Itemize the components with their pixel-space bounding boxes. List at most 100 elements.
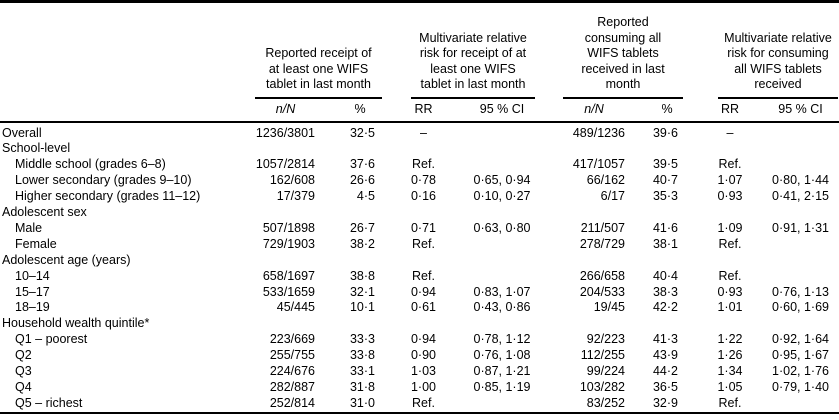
- group-rule: Multivariate relative risk for consuming…: [718, 31, 838, 99]
- data-cell: 33·3: [349, 332, 375, 347]
- data-cell: 0·43, 0·86: [473, 300, 531, 315]
- data-cell: [452, 396, 552, 413]
- data-cell: 417/1057: [572, 157, 625, 172]
- data-cell: 223/669: [269, 332, 315, 347]
- data-cell: 0·85, 1·19: [473, 380, 531, 394]
- row-label: Higher secondary (grades 11–12): [15, 189, 201, 204]
- data-cell: 1·09: [717, 220, 743, 235]
- data-cell: 33·1: [349, 364, 375, 379]
- data-cell: 26·6: [349, 173, 375, 188]
- data-cell: [395, 141, 452, 157]
- data-cell: 1·05: [717, 380, 743, 394]
- data-cell: 43·9: [652, 348, 678, 363]
- data-cell: 658/1697: [262, 268, 315, 283]
- data-cell: [395, 253, 452, 269]
- data-cell: [325, 253, 395, 269]
- data-cell: 26·7: [349, 220, 375, 235]
- table-row: 18–19 45/445 10·1 0·61 0·43, 0·86 19/45 42·2 1·…: [0, 300, 839, 316]
- data-cell: 83/252: [586, 395, 625, 410]
- data-cell: 32·1: [349, 284, 375, 299]
- table-row: Adolescent age (years): [0, 253, 839, 269]
- data-cell: [552, 316, 636, 332]
- data-cell: 33·8: [349, 348, 375, 363]
- data-cell: 0·16: [410, 189, 437, 204]
- data-cell: 729/1903: [262, 236, 315, 251]
- row-label: Middle school (grades 6–8): [15, 157, 166, 172]
- data-cell: [552, 141, 636, 157]
- table-row: School-level: [0, 141, 839, 157]
- data-cell: [762, 269, 839, 285]
- data-cell: 1·34: [717, 364, 743, 379]
- data-cell: 41·3: [652, 332, 678, 347]
- data-cell: 31·0: [349, 395, 375, 410]
- table-row: Q5 – richest 252/814 31·0 Ref. 83/252 32·9 Ref…: [0, 396, 839, 413]
- data-cell: 0·94: [410, 284, 437, 299]
- data-cell: 99/224: [586, 364, 625, 379]
- table-row: Household wealth quintile*: [0, 316, 839, 332]
- data-cell: 1·01: [717, 300, 743, 315]
- data-cell: 0·93: [717, 284, 743, 299]
- data-cell: 38·1: [652, 236, 678, 251]
- data-cell: [452, 157, 552, 173]
- data-cell: 35·3: [652, 189, 678, 204]
- row-section-label: Adolescent sex: [2, 205, 87, 220]
- data-cell: 1057/2814: [255, 157, 315, 172]
- data-cell: 0·94: [410, 332, 437, 347]
- row-section-label: Overall: [2, 125, 42, 140]
- row-section-label: Household wealth quintile*: [2, 316, 150, 331]
- data-cell: 0·78, 1·12: [473, 332, 531, 347]
- column-group-header-row: Reported receipt of at least one WIFS ta…: [0, 1, 839, 123]
- data-cell: 40·7: [652, 173, 678, 188]
- data-cell: [452, 253, 552, 269]
- data-cell: 0·87, 1·21: [473, 364, 531, 379]
- data-cell: 10·1: [349, 300, 375, 315]
- subheader-n-over-N: n/N: [552, 98, 636, 123]
- data-cell: 17/379: [276, 189, 315, 204]
- subheader-percent: %: [636, 98, 698, 123]
- table-row: Male 507/1898 26·7 0·71 0·63, 0·80 211/507 41·…: [0, 221, 839, 237]
- data-cell: [762, 253, 839, 269]
- table-row: Lower secondary (grades 9–10) 162/608 26·6…: [0, 173, 839, 189]
- column-group-rr-receipt: Multivariate relative risk for receipt o…: [395, 2, 552, 99]
- data-cell: 0·41, 2·15: [772, 189, 829, 204]
- subheader-ci: 95 % CI: [762, 98, 839, 123]
- data-cell: 1236/3801: [255, 125, 315, 140]
- data-cell: [452, 237, 552, 253]
- data-cell: 0·83, 1·07: [473, 284, 531, 299]
- column-subheader-row: n/N % RR 95 % CI n/N % RR 95 % CI: [0, 98, 839, 123]
- data-cell: [452, 316, 552, 332]
- data-cell: [698, 141, 762, 157]
- data-cell: 0·90: [410, 348, 437, 363]
- subheader-rr: RR: [395, 98, 452, 123]
- data-cell: 0·61: [410, 300, 437, 315]
- row-section-label: School-level: [2, 141, 71, 156]
- table-body: Overall 1236/3801 32·5 – 489/1236 39·6 – School…: [0, 122, 839, 413]
- data-cell: 37·6: [349, 157, 375, 172]
- data-cell: 40·4: [652, 268, 678, 283]
- table-row: Adolescent sex: [0, 205, 839, 221]
- data-cell: 278/729: [579, 236, 625, 251]
- table-row: Higher secondary (grades 11–12) 17/379 4·5…: [0, 189, 839, 205]
- data-cell: 31·8: [349, 380, 375, 394]
- row-label: Q2: [15, 348, 32, 363]
- data-cell: 36·5: [652, 380, 678, 394]
- data-cell: 0·93: [717, 189, 743, 204]
- row-label: Q1 – poorest: [15, 332, 88, 347]
- data-cell: 38·3: [652, 284, 678, 299]
- stub-cell: [0, 1, 246, 123]
- group-rule: Reported consuming all WIFS tablets rece…: [563, 15, 683, 99]
- data-cell: 252/814: [269, 395, 315, 410]
- data-cell: 0·95, 1·67: [772, 348, 829, 363]
- data-cell: [325, 205, 395, 221]
- data-cell: 41·6: [652, 220, 678, 235]
- data-cell: 162/608: [269, 173, 315, 188]
- data-cell: 1·00: [410, 380, 437, 394]
- data-cell: Ref.: [412, 268, 435, 283]
- data-cell: Ref.: [718, 157, 742, 172]
- data-cell: 44·2: [652, 364, 678, 379]
- data-cell: [698, 316, 762, 332]
- data-cell: 42·2: [652, 300, 678, 315]
- data-cell: [762, 205, 839, 221]
- column-group-receipt: Reported receipt of at least one WIFS ta…: [246, 2, 395, 99]
- table-row: Q3 224/676 33·1 1·03 0·87, 1·21 99/224 44·2 1·3…: [0, 364, 839, 380]
